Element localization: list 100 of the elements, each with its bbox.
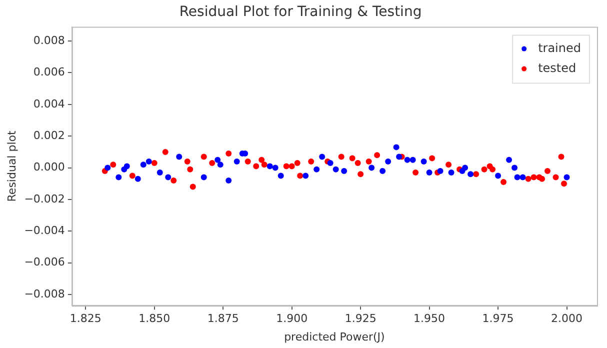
point — [552, 174, 559, 180]
y-tick-label: 0.006 — [33, 66, 65, 79]
x-tick-label: 2.000 — [551, 312, 583, 326]
point — [385, 158, 392, 164]
point — [420, 158, 427, 164]
point — [380, 168, 386, 174]
point — [176, 154, 182, 160]
point — [187, 166, 194, 172]
point — [520, 174, 526, 180]
point — [338, 154, 344, 160]
point — [327, 160, 334, 166]
point — [200, 174, 207, 180]
point — [129, 172, 136, 179]
point — [473, 171, 480, 178]
point — [170, 177, 177, 184]
point — [462, 164, 468, 171]
point — [234, 158, 240, 164]
point — [426, 170, 432, 176]
point — [283, 163, 290, 170]
point — [358, 171, 364, 178]
point — [162, 148, 168, 155]
point — [314, 166, 320, 172]
point — [396, 154, 402, 160]
point — [506, 156, 512, 163]
point — [319, 154, 326, 160]
point — [429, 155, 436, 162]
point — [110, 162, 116, 168]
point — [500, 179, 507, 186]
x-tick-label: 1.875 — [207, 312, 239, 326]
y-axis-title: Residual plot — [5, 130, 18, 202]
point — [481, 166, 488, 172]
point — [495, 172, 502, 179]
point — [446, 162, 452, 168]
point — [217, 162, 224, 168]
x-tick-label: 1.900 — [276, 312, 308, 326]
x-tick-label: 1.850 — [138, 312, 170, 326]
point — [412, 170, 419, 176]
point — [104, 164, 111, 171]
x-tick-label: 1.825 — [70, 312, 102, 326]
point — [209, 160, 216, 166]
point — [124, 163, 130, 170]
point — [544, 168, 551, 174]
point — [214, 156, 221, 163]
point — [261, 162, 268, 168]
point — [354, 160, 361, 166]
legend-label: tested — [538, 60, 576, 75]
y-tick-label: −0.002 — [24, 192, 65, 206]
point — [308, 158, 314, 164]
point — [200, 154, 207, 160]
point — [561, 180, 568, 187]
point — [226, 150, 232, 157]
point — [332, 166, 339, 172]
point — [140, 162, 146, 168]
point — [448, 170, 454, 176]
y-tick-label: −0.004 — [24, 224, 65, 238]
point — [146, 158, 152, 164]
point — [288, 163, 295, 170]
point — [558, 154, 564, 160]
point — [165, 174, 172, 180]
y-tick-label: 0.004 — [33, 97, 65, 110]
point — [539, 176, 546, 182]
x-tick-label: 1.975 — [482, 312, 514, 326]
point — [278, 172, 284, 179]
point — [272, 164, 278, 171]
point — [437, 168, 444, 174]
point — [244, 158, 251, 164]
y-tick-label: −0.008 — [24, 287, 65, 300]
point — [530, 174, 537, 180]
chart-title: Residual Plot for Training & Testing — [179, 4, 422, 20]
point — [404, 156, 410, 163]
y-tick-label: 0.000 — [33, 160, 65, 174]
point — [294, 160, 300, 166]
x-tick-label: 1.950 — [414, 312, 446, 326]
point — [512, 164, 518, 171]
point — [410, 156, 416, 163]
y-tick-label: 0.008 — [33, 34, 65, 47]
point — [564, 174, 570, 180]
point — [116, 174, 122, 180]
legend-label: trained — [538, 40, 582, 55]
point — [374, 152, 380, 158]
point — [190, 184, 196, 190]
point — [258, 156, 265, 163]
point — [184, 158, 190, 164]
point — [490, 166, 496, 172]
point — [297, 172, 304, 179]
point — [134, 176, 141, 182]
point — [302, 172, 309, 179]
point — [226, 177, 232, 184]
y-tick-label: −0.006 — [24, 256, 65, 269]
point — [514, 174, 520, 180]
x-axis-title: predicted Power(J) — [284, 330, 385, 344]
point — [341, 168, 348, 174]
point — [393, 144, 400, 150]
point — [366, 158, 372, 164]
point — [266, 163, 273, 170]
y-tick-label: 0.002 — [33, 128, 65, 142]
point — [253, 163, 260, 170]
point — [156, 170, 163, 176]
point — [151, 160, 158, 166]
x-tick-label: 1.925 — [344, 312, 376, 326]
